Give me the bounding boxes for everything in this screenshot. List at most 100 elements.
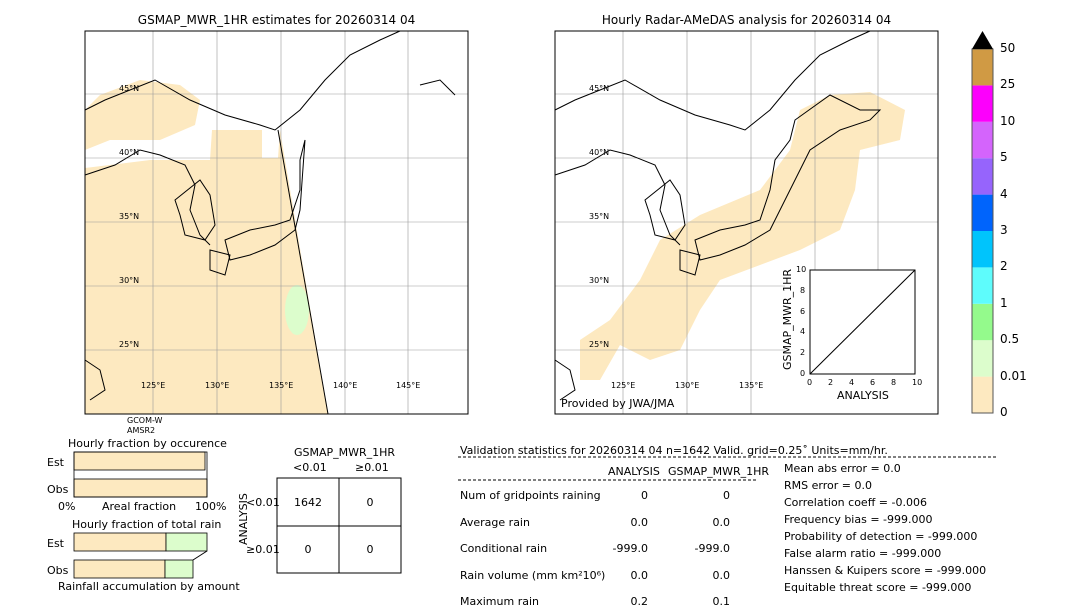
score-line: Frequency bias = -999.000 [784, 513, 933, 526]
colorbar-segment [972, 303, 993, 341]
stats-value: 0.2 [630, 595, 649, 608]
stats-row-label: Average rain [460, 515, 530, 529]
inset-x-tick: 8 [891, 378, 897, 387]
colorbar-tick-label: 10 [1000, 113, 1016, 128]
row-label-est: Est [47, 537, 64, 550]
score-line: Probability of detection = -999.000 [784, 530, 978, 543]
stats-row-label: Conditional rain [460, 542, 548, 555]
est-bar [73, 451, 206, 471]
axis-max: 100% [195, 500, 227, 513]
score-line: Correlation coeff = -0.006 [784, 496, 927, 509]
lon-label: 130°E [205, 381, 230, 390]
inset-xlabel: ANALYSIS [837, 389, 889, 402]
inset-x-tick: 10 [912, 378, 923, 387]
stats-value: 0.0 [630, 568, 649, 582]
light-rain-area [285, 285, 309, 335]
lat-label: 25°N [589, 340, 610, 349]
estimate-swath [85, 130, 328, 414]
colorbar-extend-arrow [972, 31, 993, 49]
data-credit: Provided by JWA/JMA [561, 397, 675, 410]
lat-label: 30°N [119, 276, 140, 285]
colorbar-tick-label: 3 [1000, 223, 1008, 237]
left-map [84, 30, 469, 415]
col-label: <0.01 [293, 461, 327, 474]
colorbar-tick-label: 50 [1000, 41, 1016, 55]
left-coastlines [84, 30, 456, 401]
stats-value: -999.0 [694, 542, 730, 555]
stats-value: 0.0 [630, 515, 649, 529]
lon-label: 130°E [675, 381, 700, 390]
colorbar-tick-label: 0 [1000, 405, 1008, 419]
inset-x-tick: 2 [828, 378, 834, 387]
col-label: ≥0.01 [355, 461, 389, 474]
lon-label: 135°E [739, 381, 764, 390]
obs-bar-low [73, 559, 166, 579]
total-rain-title: Hourly fraction of total rain [72, 518, 222, 531]
inset-x-tick: 4 [849, 378, 855, 387]
stats-value: 0.1 [712, 595, 731, 608]
colorbar-tick-label: 0.01 [1000, 368, 1027, 383]
total-rain-chart [73, 532, 208, 579]
occurrence-title: Hourly fraction by occurence [68, 437, 227, 450]
right-coastlines [554, 30, 882, 401]
score-line: RMS error = 0.0 [784, 479, 872, 492]
inset-y-tick: 6 [800, 306, 806, 316]
colorbar-tick-label: 0.5 [1000, 332, 1020, 347]
colorbar-segment [972, 340, 993, 377]
colorbar-tick-label: 2 [1000, 259, 1008, 274]
row-label-est: Est [47, 456, 64, 469]
colorbar-segment [972, 158, 993, 195]
row-label: ≥0.01 [246, 543, 280, 556]
contingency-grid [276, 477, 402, 574]
colorbar-segment [972, 121, 993, 159]
obs-bar-high [164, 559, 194, 579]
lon-label: 135°E [269, 381, 294, 390]
score-line: Hanssen & Kuipers score = -999.000 [784, 564, 987, 577]
occurrence-chart [73, 451, 208, 498]
colorbar-segment [972, 194, 993, 231]
colorbar-tick-label: 5 [1000, 150, 1008, 165]
cell: 0 [366, 543, 374, 556]
colorbar-tick-label: 4 [1000, 186, 1008, 201]
analysis-coverage [580, 92, 905, 380]
right-map [554, 30, 939, 415]
occurrence-xlabel: Areal fraction [102, 500, 177, 513]
sensor-name: GCOM-W [127, 416, 163, 425]
right-map-title: Hourly Radar-AMeDAS analysis for 2026031… [601, 13, 892, 27]
est-bar-low [73, 532, 167, 552]
inset-x-tick: 6 [870, 378, 876, 387]
estimate-swath-top [85, 80, 200, 150]
lon-label: 125°E [141, 381, 166, 390]
lon-label: 140°E [333, 381, 358, 390]
colorbar-segment [972, 267, 993, 304]
axis-min: 0% [58, 500, 76, 513]
obs-bar [73, 478, 208, 498]
sensor-instrument: AMSR2 [127, 426, 156, 435]
stats-value: 0.0 [712, 515, 731, 529]
col-analysis: ANALYSIS [608, 465, 660, 478]
inset-y-tick: 10 [796, 265, 807, 274]
lon-label: 125°E [611, 381, 636, 390]
inset-y-tick: 8 [800, 285, 806, 295]
colorbar-tick-label: 1 [1000, 295, 1008, 310]
est-bar-high [165, 532, 208, 552]
left-map-title: GSMAP_MWR_1HR estimates for 20260314 04 [137, 13, 416, 27]
col-gsmap: GSMAP_MWR_1HR [668, 465, 770, 478]
lat-label: 45°N [589, 84, 610, 93]
cell: 0 [304, 543, 312, 556]
stats-row-label: Maximum rain [460, 595, 539, 608]
stats-header: Validation statistics for 20260314 04 n=… [460, 444, 888, 457]
lat-label: 30°N [589, 276, 610, 285]
right-gridlines [555, 31, 938, 414]
inset-y-tick: 4 [800, 327, 806, 337]
lat-label: 40°N [119, 148, 140, 157]
score-line: Equitable threat score = -999.000 [784, 581, 972, 594]
colorbar-tick-label: 25 [1000, 77, 1016, 92]
row-label-obs: Obs [47, 564, 69, 577]
inset-diagonal [809, 269, 916, 375]
contingency-title: GSMAP_MWR_1HR [294, 446, 396, 459]
colorbar [971, 31, 994, 414]
lat-label: 40°N [589, 148, 610, 157]
lat-label: 45°N [119, 84, 140, 93]
